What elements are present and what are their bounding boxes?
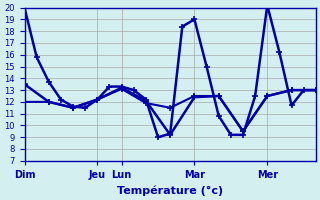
- X-axis label: Température (°c): Température (°c): [117, 185, 223, 196]
